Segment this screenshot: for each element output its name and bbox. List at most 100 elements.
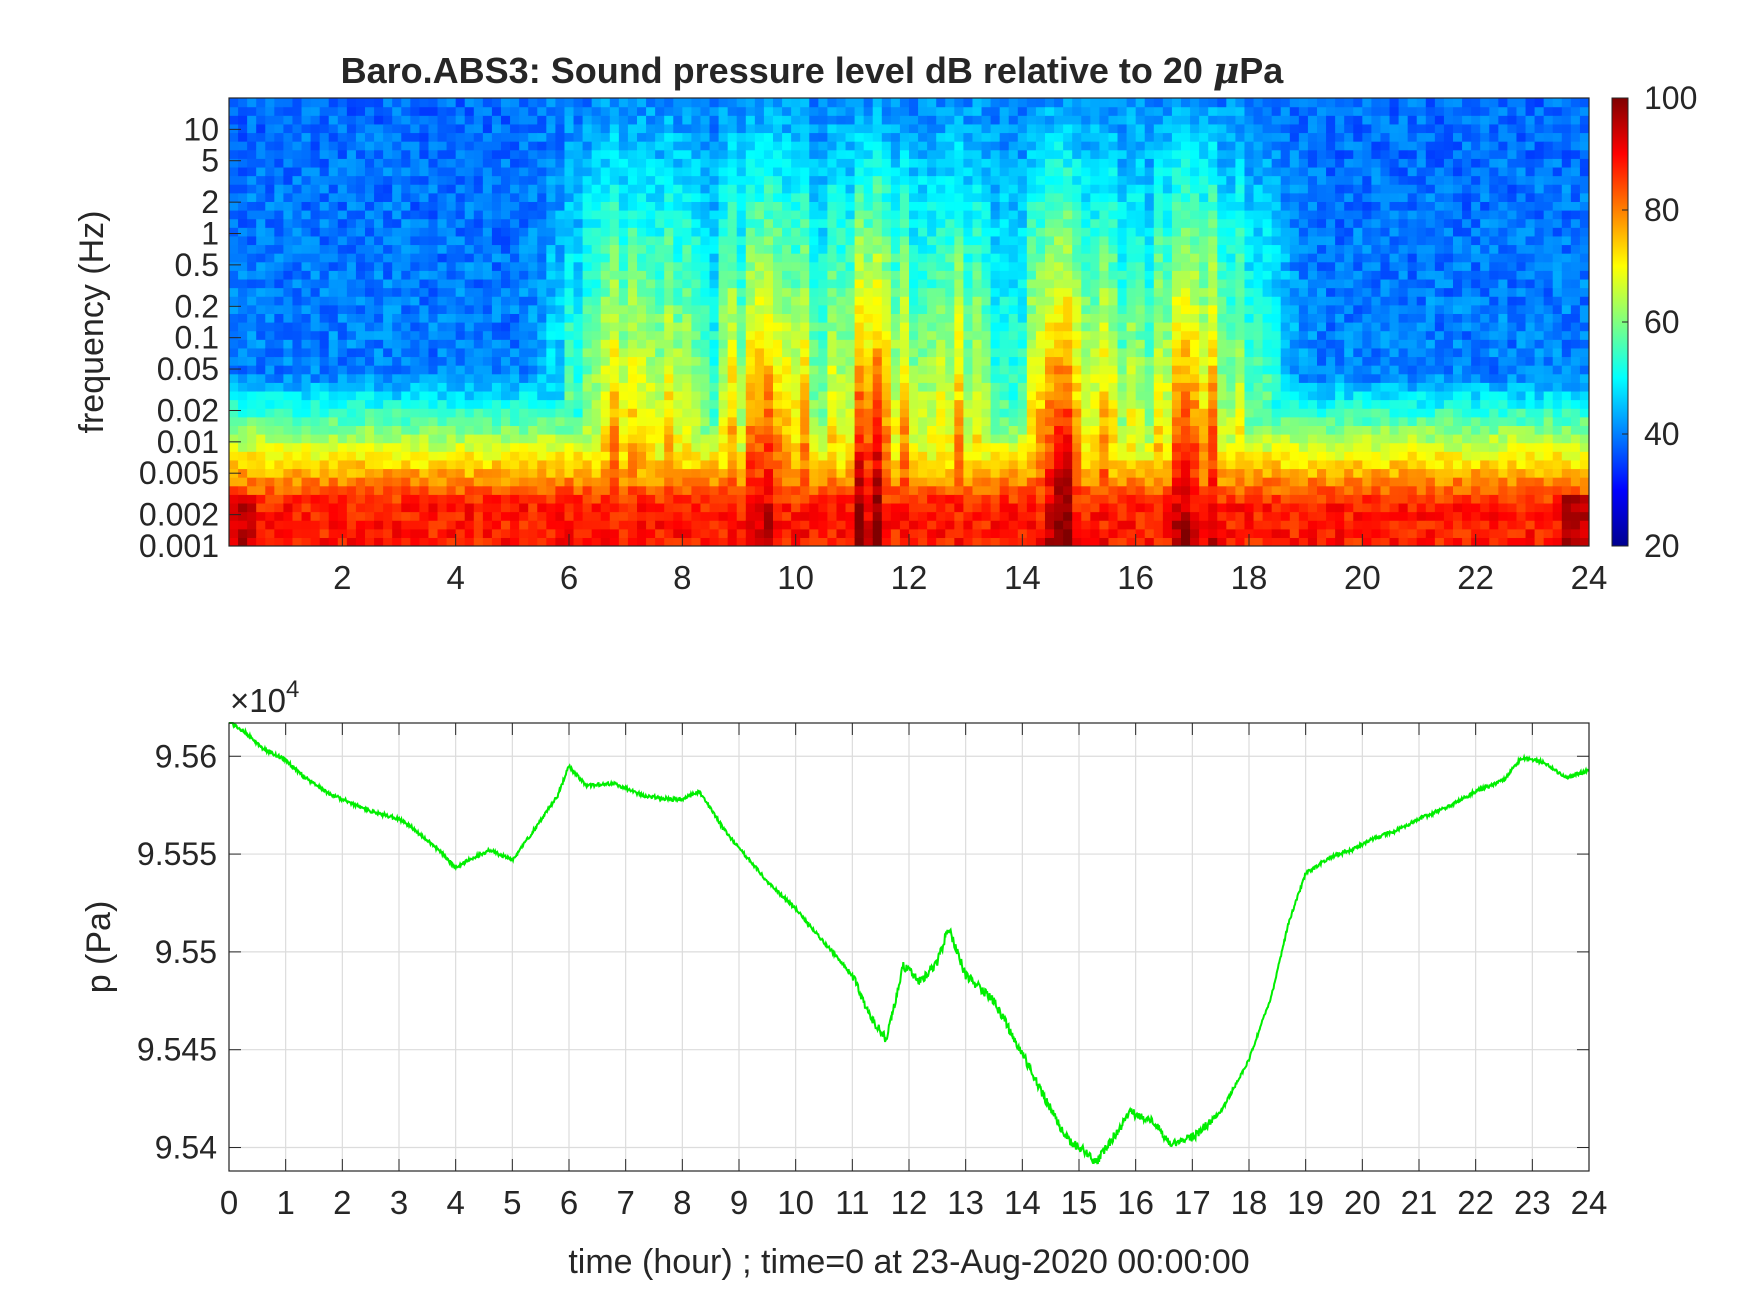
- spectrogram-cell: [1045, 434, 1055, 444]
- spectrogram-cell: [655, 210, 665, 220]
- spectrogram-cell: [691, 468, 702, 478]
- spectrogram-cell: [1035, 399, 1046, 409]
- spectrogram-cell: [419, 115, 430, 125]
- spectrogram-cell: [355, 434, 366, 444]
- spectrogram-cell: [292, 287, 303, 297]
- spectrogram-cell: [909, 408, 919, 418]
- spectrogram-cell: [256, 451, 266, 461]
- spectrogram-cell: [365, 158, 375, 168]
- spectrogram-cell: [791, 132, 801, 142]
- spectrogram-cell: [700, 537, 711, 546]
- spectrogram-cell: [1008, 408, 1019, 418]
- spectrogram-cell: [890, 408, 901, 418]
- spectrogram-cell: [464, 244, 475, 254]
- spectrogram-cell: [328, 278, 339, 289]
- spectrogram-cell: [972, 451, 983, 461]
- spectrogram-cell: [346, 528, 357, 538]
- spectrogram-cell: [999, 528, 1010, 538]
- spectrogram-cell: [501, 494, 511, 504]
- spectrogram-cell: [1035, 278, 1046, 289]
- spectrogram-cell: [1063, 132, 1073, 142]
- spectrogram-cell: [455, 278, 466, 289]
- spectrogram-cell: [1026, 184, 1037, 194]
- spectrogram-cell: [999, 451, 1010, 461]
- spectrogram-cell: [510, 537, 520, 546]
- spectrogram-cell: [319, 235, 330, 246]
- spectrogram-cell: [328, 390, 339, 401]
- spectrogram-cell: [564, 451, 575, 461]
- spectrogram-cell: [673, 210, 683, 220]
- spectrogram-cell: [1035, 141, 1046, 151]
- spectrogram-cell: [1045, 442, 1055, 452]
- spectrogram-cell: [528, 261, 538, 271]
- spectrogram-cell: [637, 537, 647, 546]
- spectrogram-cell: [709, 339, 720, 349]
- spectrogram-cell: [238, 365, 248, 375]
- spectrogram-cell: [618, 408, 629, 418]
- spectrogram-cell: [1054, 149, 1064, 159]
- spectrogram-cell: [573, 227, 584, 237]
- spectrogram-cell: [691, 304, 702, 314]
- spectrogram-cell: [736, 434, 747, 444]
- spectrogram-cell: [664, 123, 674, 134]
- spectrogram-cell: [600, 399, 611, 409]
- spectrogram-cell: [319, 442, 330, 452]
- spectrogram-cell: [1026, 313, 1037, 323]
- spectrogram-cell: [573, 106, 584, 116]
- spectrogram-cell: [836, 227, 847, 237]
- spectrogram-cell: [936, 459, 946, 470]
- spectrogram-cell: [782, 184, 792, 194]
- spectrogram-cell: [673, 373, 683, 383]
- spectrogram-cell: [1008, 235, 1019, 246]
- spectrogram-cell: [365, 149, 375, 159]
- spectrogram-cell: [627, 425, 638, 435]
- spectrogram-cell: [600, 425, 611, 435]
- spectrogram-cell: [355, 442, 366, 452]
- spectrogram-cell: [872, 528, 883, 538]
- spectrogram-cell: [773, 425, 783, 435]
- spectrogram-cell: [945, 365, 955, 375]
- spectrogram-cell: [546, 382, 556, 392]
- spectrogram-cell: [718, 98, 729, 108]
- spectrogram-cell: [292, 235, 303, 246]
- spectrogram-cell: [963, 304, 974, 314]
- spectrogram-cell: [355, 356, 366, 366]
- spectrogram-cell: [782, 494, 792, 504]
- spectrogram-cell: [1072, 184, 1082, 194]
- spectrogram-cell: [600, 459, 611, 470]
- spectrogram-cell: [664, 141, 674, 151]
- spectrogram-cell: [591, 537, 602, 546]
- spectrogram-cell: [573, 416, 584, 426]
- spectrogram-cell: [854, 485, 865, 495]
- spectrogram-cell: [773, 537, 783, 546]
- spectrogram-cell: [990, 485, 1001, 495]
- spectrogram-cell: [401, 434, 411, 444]
- spectrogram-cell: [1090, 261, 1100, 271]
- spectrogram-cell: [310, 356, 321, 366]
- spectrogram-cell: [328, 339, 339, 349]
- spectrogram-cell: [872, 347, 883, 358]
- spectrogram-cell: [682, 520, 692, 530]
- spectrogram-cell: [247, 537, 257, 546]
- spectrogram-cell: [573, 494, 584, 504]
- spectrogram-cell: [292, 408, 303, 418]
- spectrogram-cell: [727, 511, 738, 521]
- spectrogram-cell: [591, 494, 602, 504]
- spectrogram-cell: [782, 175, 792, 185]
- spectrogram-cell: [546, 218, 556, 228]
- spectrogram-cell: [510, 347, 520, 358]
- spectrogram-cell: [646, 106, 656, 116]
- spectrogram-cell: [646, 408, 656, 418]
- spectrogram-cell: [419, 184, 430, 194]
- spectrogram-cell: [238, 425, 248, 435]
- spectrogram-cell: [410, 192, 420, 202]
- spectrogram-cell: [872, 451, 883, 461]
- spectrogram-cell: [564, 425, 575, 435]
- spectrogram-cell: [328, 537, 339, 546]
- spectrogram-cell: [482, 261, 493, 271]
- spectrogram-cell: [854, 399, 865, 409]
- spectrogram-cell: [292, 459, 303, 470]
- spectrogram-cell: [954, 270, 964, 280]
- spectrogram-cell: [963, 502, 974, 513]
- spectrogram-cell: [718, 382, 729, 392]
